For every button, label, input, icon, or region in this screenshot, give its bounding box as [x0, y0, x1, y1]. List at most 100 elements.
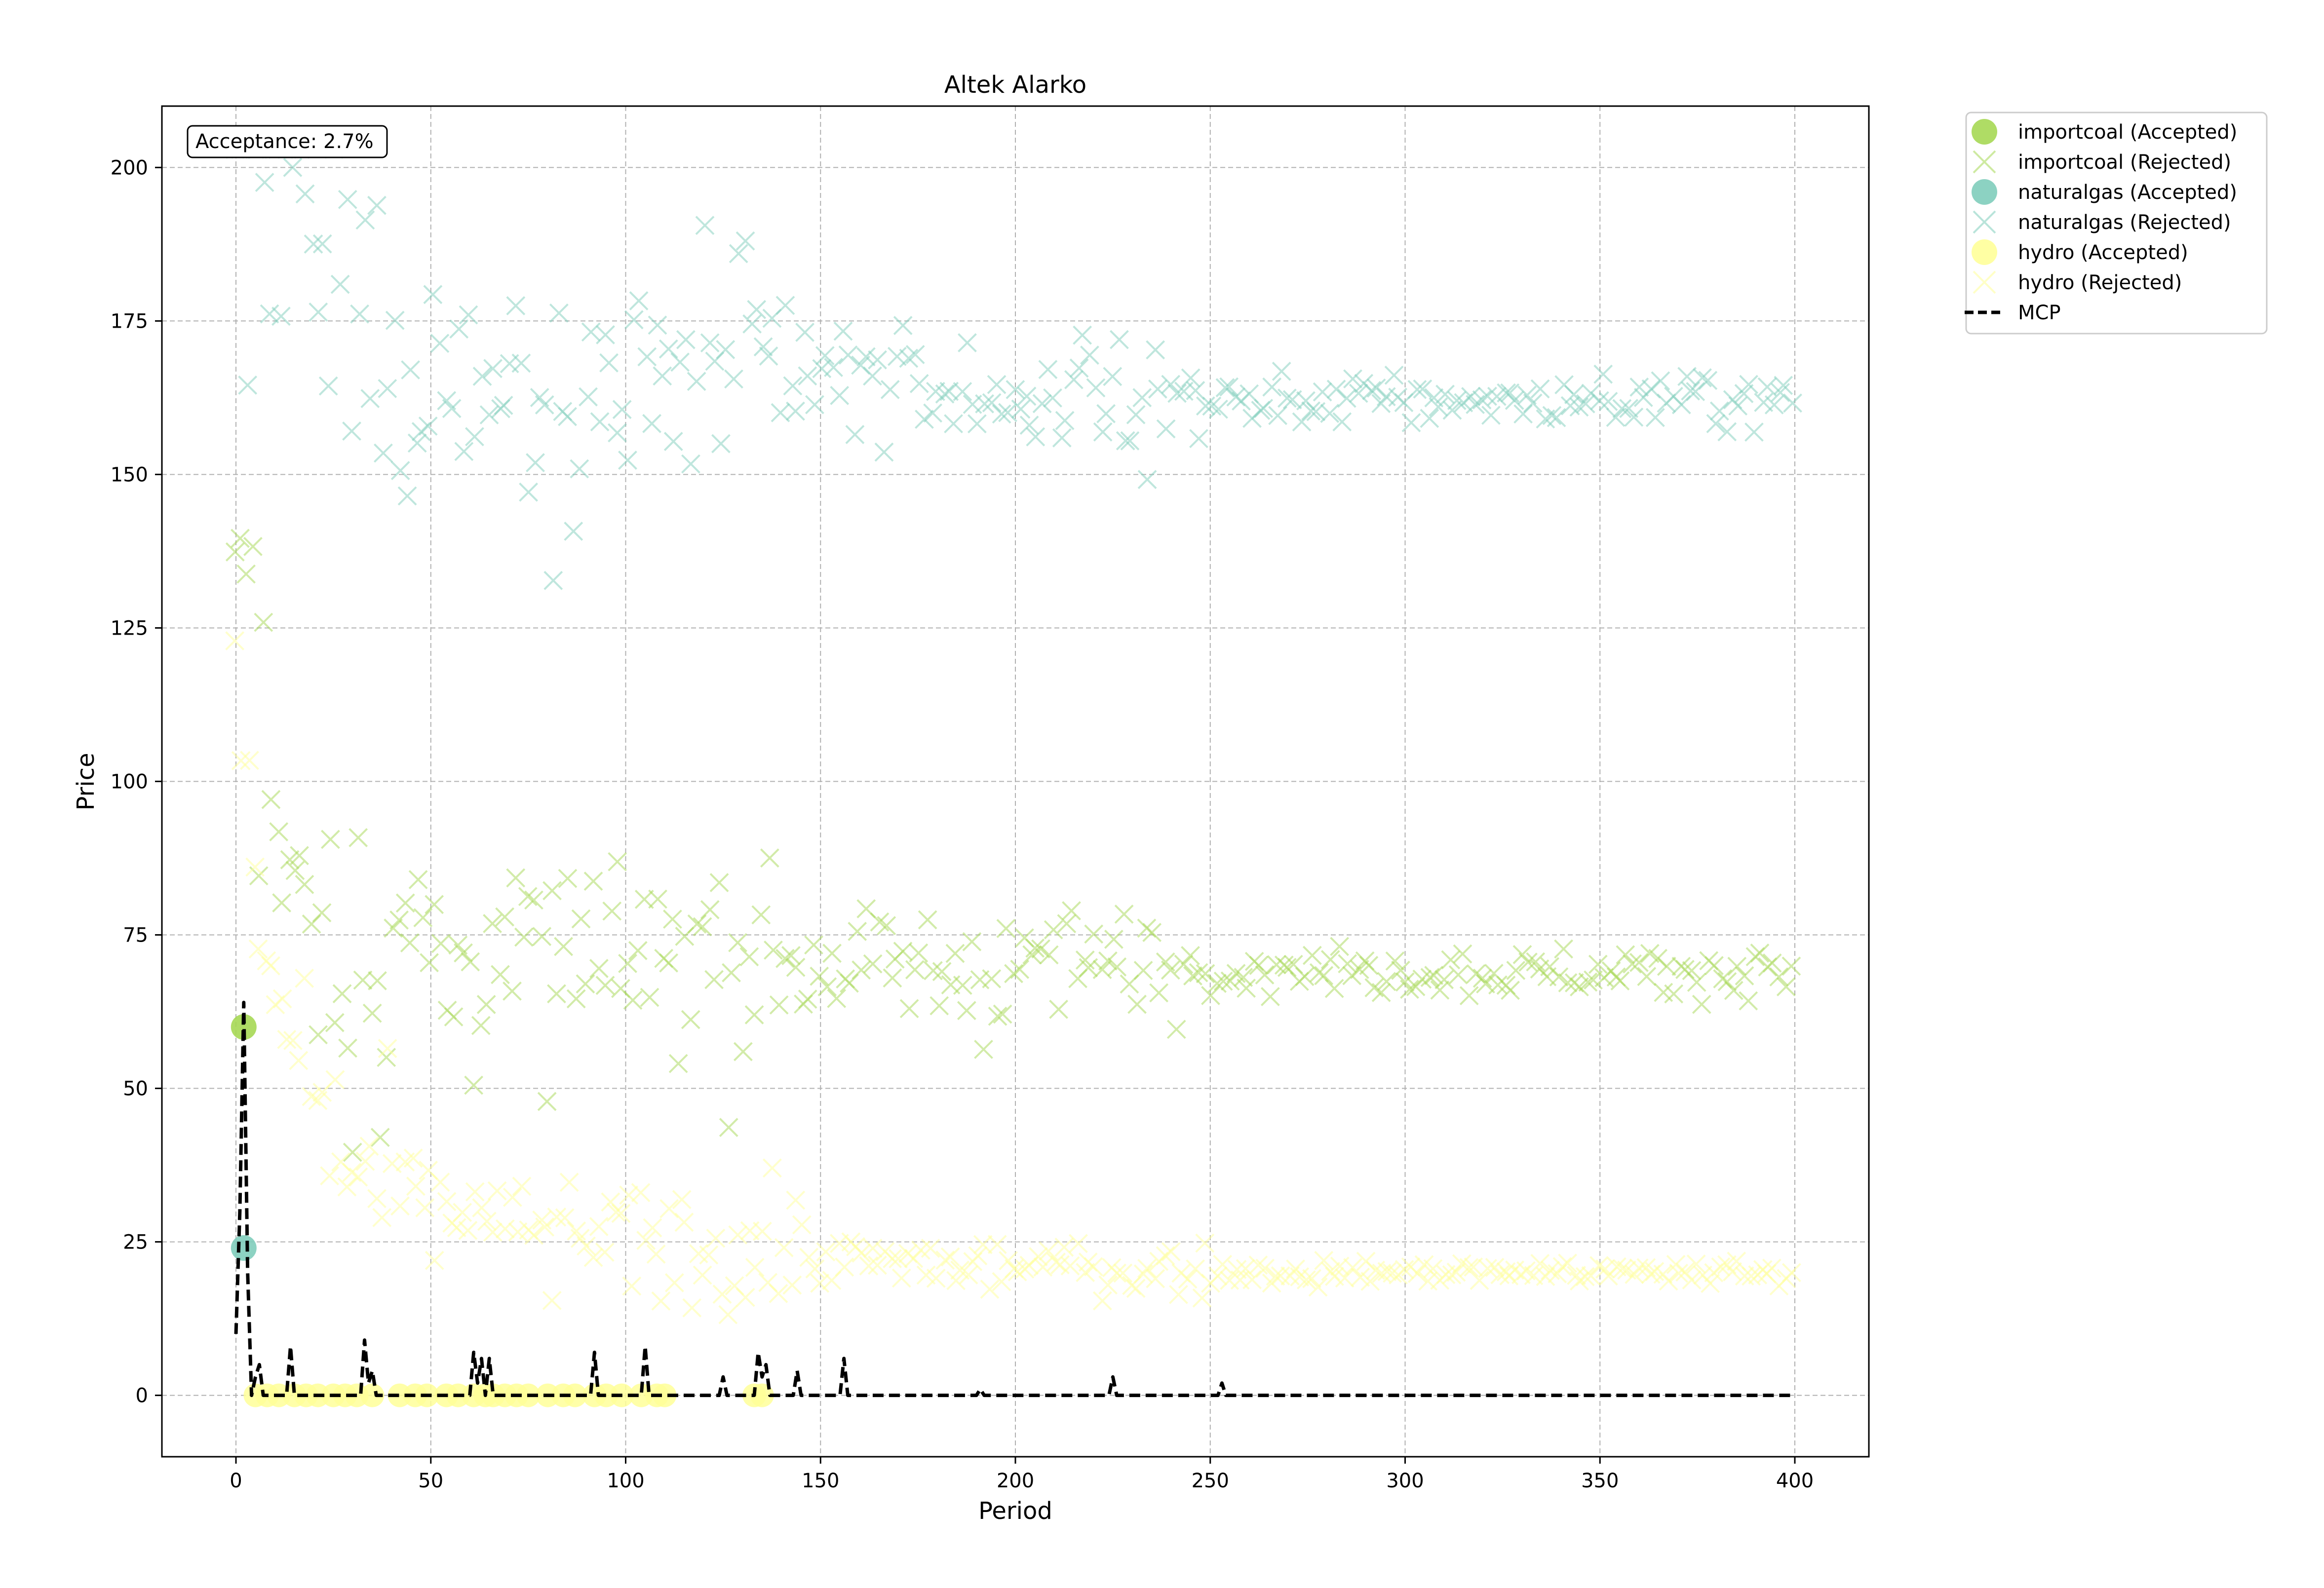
importcoal-rejected-marker: [1687, 973, 1706, 992]
x-tick-label: 50: [418, 1470, 443, 1492]
legend-hydro-accepted-swatch: [1972, 239, 1997, 265]
importcoal-rejected-marker: [1578, 972, 1598, 992]
naturalgas-rejected-marker: [742, 314, 762, 334]
naturalgas-rejected-marker: [355, 210, 375, 230]
importcoal-rejected-marker: [1220, 971, 1240, 991]
naturalgas-rejected-marker: [1542, 406, 1562, 425]
importcoal-rejected-marker: [285, 861, 305, 880]
hydro-rejected-marker: [1360, 1272, 1380, 1291]
importcoal-rejected-marker: [425, 895, 444, 914]
importcoal-rejected-marker: [769, 995, 789, 1015]
naturalgas-rejected-marker: [1209, 399, 1228, 419]
naturalgas-rejected-marker: [1774, 376, 1793, 395]
naturalgas-rejected-marker: [238, 376, 258, 395]
naturalgas-rejected-marker: [1717, 422, 1737, 442]
naturalgas-rejected-marker: [629, 291, 649, 310]
naturalgas-rejected-marker: [483, 359, 503, 378]
importcoal-rejected-marker: [1010, 959, 1030, 979]
y-tick-label: 200: [111, 156, 148, 179]
hydro-rejected-marker: [973, 1235, 993, 1254]
importcoal-rejected-marker: [945, 944, 965, 963]
importcoal-rejected-marker: [786, 957, 806, 977]
hydro-rejected-marker: [245, 857, 265, 877]
naturalgas-rejected-marker: [1619, 399, 1639, 418]
importcoal-rejected-marker: [503, 982, 522, 1001]
importcoal-rejected-marker: [618, 954, 637, 973]
hydro-rejected-marker: [664, 1273, 684, 1292]
naturalgas-rejected-marker: [1413, 379, 1433, 399]
y-axis-label: Price: [72, 753, 100, 810]
legend-box: [1965, 112, 2268, 335]
importcoal-rejected-marker: [353, 970, 373, 990]
hydro-rejected-marker: [1581, 1266, 1601, 1286]
hydro-rejected-marker: [378, 1039, 397, 1059]
naturalgas-rejected-marker: [1629, 378, 1649, 397]
hydro-rejected-marker: [430, 1172, 450, 1192]
x-tick-label: 250: [1192, 1470, 1229, 1492]
hydro-rejected-marker: [1039, 1241, 1058, 1261]
naturalgas-rejected-marker: [1026, 427, 1046, 447]
naturalgas-accepted-marker: [231, 1235, 257, 1261]
hydro-rejected-marker: [786, 1190, 806, 1210]
importcoal-rejected-marker: [852, 960, 871, 980]
y-tick-label: 25: [123, 1231, 148, 1254]
naturalgas-rejected-marker: [1677, 367, 1697, 386]
naturalgas-rejected-marker: [1073, 325, 1092, 345]
importcoal-rejected-marker: [764, 940, 783, 960]
importcoal-rejected-marker: [1750, 944, 1770, 963]
importcoal-rejected-marker: [1359, 956, 1379, 975]
naturalgas-rejected-marker: [479, 405, 499, 425]
naturalgas-rejected-marker: [856, 347, 876, 367]
importcoal-rejected-marker: [338, 1038, 357, 1058]
importcoal-rejected-marker: [1161, 960, 1180, 980]
naturalgas-rejected-marker: [1698, 371, 1718, 390]
naturalgas-rejected-marker: [608, 423, 627, 443]
naturalgas-rejected-marker: [1137, 470, 1157, 490]
hydro-rejected-marker: [447, 1218, 466, 1238]
hydro-rejected-marker: [567, 1221, 586, 1241]
importcoal-rejected-marker: [1717, 972, 1737, 991]
importcoal-rejected-marker: [1049, 999, 1068, 1019]
importcoal-rejected-marker: [798, 989, 817, 1009]
importcoal-rejected-marker: [751, 905, 771, 925]
legend-naturalgas-accepted-swatch: [1972, 179, 1997, 205]
importcoal-rejected-marker: [863, 954, 883, 974]
y-tick-label: 100: [111, 771, 148, 794]
importcoal-rejected-marker: [1391, 960, 1410, 980]
hydro-rejected-marker: [883, 1249, 902, 1269]
naturalgas-rejected-marker: [676, 330, 696, 349]
naturalgas-rejected-marker: [1442, 400, 1462, 420]
naturalgas-rejected-marker: [401, 360, 421, 379]
naturalgas-rejected-marker: [1069, 358, 1089, 378]
importcoal-rejected-marker: [518, 887, 538, 907]
naturalgas-rejected-marker: [747, 300, 767, 319]
importcoal-rejected-marker: [431, 934, 451, 953]
importcoal-rejected-marker: [444, 1007, 464, 1027]
naturalgas-rejected-marker: [648, 315, 667, 335]
importcoal-rejected-marker: [893, 942, 913, 961]
importcoal-rejected-marker: [1330, 937, 1349, 956]
naturalgas-rejected-marker: [1349, 383, 1368, 403]
hydro-rejected-marker: [542, 1290, 562, 1310]
naturalgas-rejected-marker: [309, 302, 328, 322]
importcoal-rejected-marker: [269, 822, 289, 842]
importcoal-rejected-marker: [1234, 968, 1253, 987]
y-tick-label: 175: [111, 310, 148, 333]
hydro-rejected-marker: [999, 1251, 1018, 1270]
hydro-rejected-marker: [415, 1198, 435, 1217]
naturalgas-rejected-marker: [295, 184, 315, 204]
hydro-rejected-marker: [1213, 1254, 1233, 1274]
importcoal-rejected-marker: [1377, 972, 1396, 991]
importcoal-rejected-marker: [775, 948, 795, 968]
hydro-rejected-marker: [1156, 1246, 1175, 1266]
naturalgas-rejected-marker: [1651, 371, 1670, 391]
naturalgas-rejected-marker: [1624, 407, 1644, 427]
importcoal-rejected-marker: [454, 943, 473, 963]
naturalgas-rejected-marker: [899, 348, 919, 368]
naturalgas-rejected-marker: [874, 442, 894, 462]
naturalgas-rejected-marker: [1530, 379, 1550, 399]
naturalgas-rejected-marker: [716, 340, 736, 359]
hydro-rejected-marker: [646, 1245, 666, 1264]
importcoal-rejected-marker: [583, 871, 603, 891]
hydro-rejected-marker: [1727, 1251, 1746, 1271]
